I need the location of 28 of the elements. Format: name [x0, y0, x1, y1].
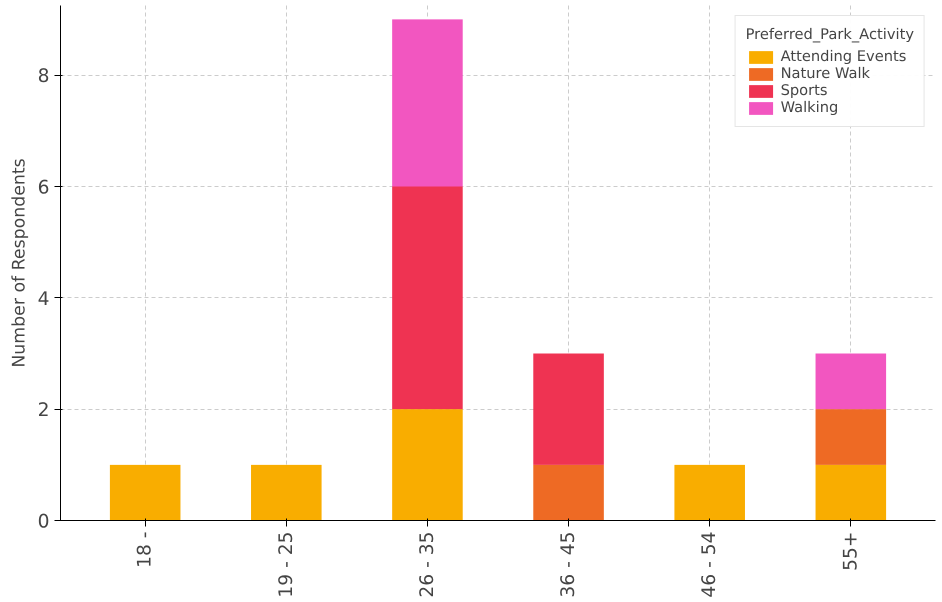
y-tick-label: 6	[38, 177, 50, 198]
bar	[816, 464, 886, 520]
bar	[392, 186, 463, 410]
y-tick-label: 2	[38, 400, 50, 422]
legend-label: Walking	[780, 99, 838, 116]
legend-label: Nature Walk	[780, 65, 870, 82]
legend-label: Sports	[780, 82, 828, 99]
bar	[816, 409, 886, 465]
bar	[110, 464, 180, 520]
bar	[251, 464, 322, 520]
y-tick-label: 4	[38, 288, 50, 310]
bar	[392, 409, 463, 520]
x-tick-label: 46 - 54	[699, 531, 720, 598]
x-tick-label: 36 - 45	[558, 531, 580, 598]
bar	[674, 464, 745, 520]
x-tick-label: 55+	[840, 531, 862, 571]
x-tick-label: 19 - 25	[276, 531, 297, 598]
legend-title: Preferred_Park_Activity	[746, 26, 914, 43]
x-tick-label: 26 - 35	[416, 531, 438, 598]
legend-label: Attending Events	[780, 48, 906, 65]
bar	[392, 19, 463, 186]
y-tick-label: 0	[38, 512, 50, 532]
bar	[533, 464, 604, 520]
y-axis-title: Number of Respondents	[10, 158, 30, 368]
bar	[816, 353, 886, 410]
x-tick-label: 18 -	[134, 531, 156, 568]
bar	[533, 353, 604, 465]
y-tick-label: 8	[38, 66, 50, 88]
